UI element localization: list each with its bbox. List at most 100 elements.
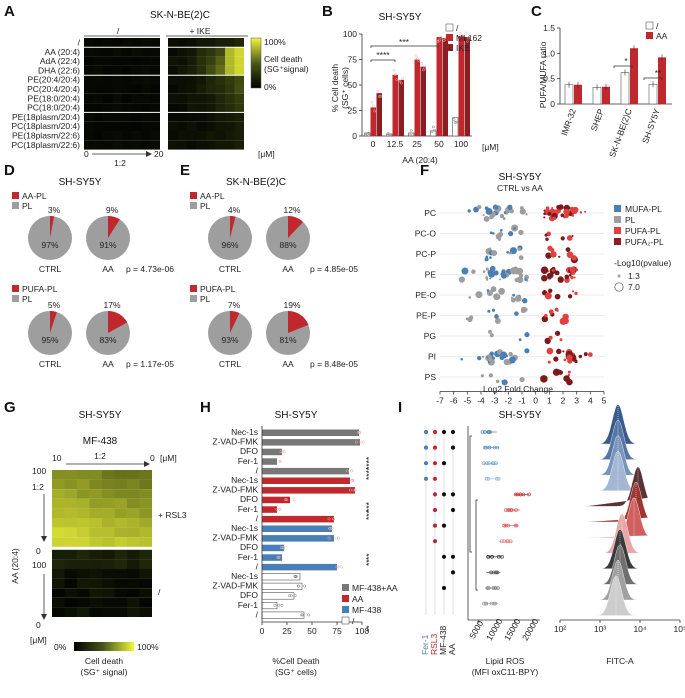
- pie-name: AA: [102, 264, 114, 274]
- heatmap-g-cell-rsl3: [127, 498, 140, 509]
- chart-i-xlabel2: (MFI oxC11-BPY): [472, 667, 539, 677]
- chart-c-significance-1: *: [624, 56, 628, 66]
- chart-f-point-down: [493, 270, 499, 276]
- chart-b-point: [455, 120, 458, 124]
- chart-h-point: [327, 536, 331, 540]
- chart-h-point: [357, 431, 361, 434]
- chart-h-row-label: DFO: [240, 542, 258, 552]
- heatmap-g-cell-ctrl: [127, 549, 140, 560]
- heatmap-a-cell-ike: [206, 140, 216, 150]
- heatmap-a-cell-ike: [196, 75, 206, 85]
- legend-swatch-h-mfaa: [342, 584, 349, 591]
- chart-h-point: [351, 479, 355, 482]
- heatmap-g-cell-ctrl: [139, 607, 152, 617]
- heatmap-a-cell-ctrl: [131, 56, 141, 66]
- heatmap-a-cell-ctrl: [122, 121, 132, 131]
- heatmap-g-cell-rsl3: [52, 508, 65, 518]
- chart-c-sig-bracket: [613, 65, 633, 68]
- heatmap-a-cell-ike: [206, 75, 216, 85]
- heatmap-a-condition-ctrl: /: [117, 26, 120, 36]
- heatmap-g-cell-rsl3: [127, 518, 140, 528]
- chart-f-point-up: [571, 214, 575, 217]
- heatmap-g-cell-ctrl: [77, 569, 90, 579]
- chart-i-point: [514, 523, 519, 528]
- chart-h-point: [361, 440, 365, 444]
- chart-h-row-label: Z-VAD-FMK: [212, 485, 258, 495]
- heatmap-a-cell-ike: [215, 112, 225, 122]
- chart-f-point-up: [567, 294, 573, 299]
- chart-f-point-down: [492, 356, 496, 360]
- heatmap-a-cell-ctrl: [84, 65, 94, 76]
- legend-swatch-c-ctrl: [645, 21, 654, 30]
- heatmap-g-cell-ctrl: [139, 597, 152, 608]
- pie-label-major: 91%: [99, 240, 116, 250]
- chart-f-point-up: [558, 255, 561, 258]
- chart-f-point-up: [548, 335, 553, 340]
- chart-f-point-down: [488, 247, 492, 251]
- heatmap-g-ylabel: AA (20:4): [10, 548, 20, 584]
- chart-i-point: [483, 445, 487, 450]
- chart-c-sig-bracket: [643, 77, 663, 80]
- panel-d: SH-SY5Y AA-PL PL 3% 97% CTRL 9% 91% AA 5% 95% CT…: [12, 177, 174, 369]
- heatmap-g-cell-ctrl: [77, 607, 90, 617]
- chart-b-point: [376, 90, 380, 93]
- chart-f-point-down: [494, 205, 499, 210]
- heatmap-g-cell-ctrl: [77, 578, 90, 589]
- chart-f-point-up: [565, 247, 571, 253]
- heatmap-a-row-label: AdA (22:4): [40, 56, 80, 66]
- heatmap-g-cell-rsl3: [64, 479, 77, 490]
- heatmap-a-cell-ike: [187, 84, 197, 94]
- panel-label-d: D: [4, 162, 15, 179]
- pie-slice-highlight: [50, 311, 57, 333]
- chart-f-point-down: [489, 265, 496, 272]
- heatmap-a-cell-ctrl: [122, 112, 132, 122]
- heatmap-a-cell-ike: [168, 131, 178, 141]
- chart-i-point: [489, 570, 493, 575]
- chart-f-point-down: [495, 318, 500, 323]
- chart-b-xtick-label: 100: [454, 139, 468, 149]
- chart-f-point-up: [570, 275, 574, 280]
- heatmap-g-cell-rsl3: [89, 518, 102, 528]
- chart-b-point: [430, 130, 434, 134]
- chart-h-row-label: Fer-1: [238, 600, 259, 610]
- heatmap-a-cell-ike: [177, 121, 187, 131]
- heatmap-a-cell-ctrl: [150, 121, 160, 131]
- heatmap-a-cell-ike: [187, 103, 197, 113]
- chart-h-xtick-label: 50: [307, 626, 317, 636]
- heatmap-a-cell-ctrl: [112, 65, 122, 76]
- heatmap-a-cell-ike: [234, 93, 244, 104]
- chart-h-xtick-label: 100: [355, 626, 369, 636]
- chart-h-xtick-label: 75: [332, 626, 342, 636]
- legend-f-size-small: 1.3: [628, 271, 640, 281]
- chart-i-point: [487, 445, 492, 450]
- chart-f-point-down: [515, 267, 524, 275]
- chart-f-point-up: [541, 275, 548, 282]
- heatmap-g-y-top: 100: [32, 466, 46, 476]
- heatmap-g-y-ratio: 1:2: [32, 482, 44, 492]
- heatmap-a-legend-sublabel: (SG⁺signal): [264, 64, 309, 74]
- chart-i-point: [496, 476, 501, 481]
- chart-f-point-up: [543, 209, 546, 212]
- heatmap-a-cell-ike: [196, 38, 206, 48]
- legend-label-c-aa: AA: [656, 31, 668, 41]
- chart-h-bar: [262, 429, 359, 436]
- heatmap-g-cell-rsl3: [114, 498, 127, 509]
- chart-f-point-up: [547, 360, 551, 364]
- legend-swatch-e-pl: [190, 202, 197, 209]
- chart-f-xtick-label: 4: [588, 396, 593, 406]
- chart-b-point: [437, 39, 441, 42]
- heatmap-g-cell-rsl3: [52, 489, 65, 499]
- chart-h-point: [335, 565, 339, 569]
- chart-h-row-label: Nec-1s: [231, 427, 258, 437]
- heatmap-g-cell-rsl3: [64, 537, 77, 547]
- chart-i-factor-dot: [432, 461, 438, 466]
- chart-i-point: [483, 430, 487, 434]
- heatmap-g-cell-rsl3: [102, 518, 115, 528]
- chart-f-point-up: [564, 274, 570, 280]
- heatmap-a-cell-ike: [187, 131, 197, 141]
- chart-i-factor-dot: [441, 492, 447, 497]
- chart-i-point: [504, 508, 508, 512]
- heatmap-a-cell-ike: [234, 75, 244, 85]
- heatmap-a-cell-ctrl: [112, 47, 122, 57]
